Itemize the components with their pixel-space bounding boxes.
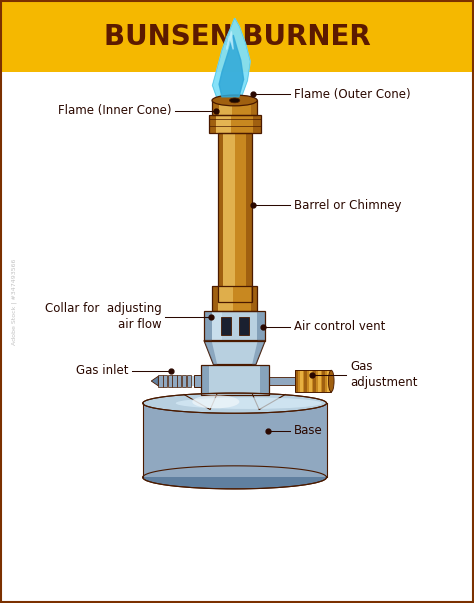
Polygon shape [151, 376, 158, 386]
Bar [204, 311, 212, 341]
Text: Flame (Inner Cone): Flame (Inner Cone) [57, 104, 171, 117]
Bar [212, 286, 218, 311]
Text: Flame (Outer Cone): Flame (Outer Cone) [293, 88, 410, 101]
Bar [163, 375, 167, 387]
Text: Gas inlet: Gas inlet [76, 364, 128, 377]
Polygon shape [204, 341, 265, 365]
Bar [201, 365, 269, 394]
Bar [212, 286, 257, 311]
Bar [218, 133, 223, 302]
Bar [209, 115, 216, 133]
Text: Gas
adjustment: Gas adjustment [350, 360, 418, 389]
Bar [158, 376, 194, 386]
Text: Collar for  adjusting
    air flow: Collar for adjusting air flow [45, 302, 162, 331]
Polygon shape [219, 35, 244, 97]
Text: BUNSEN BURNER: BUNSEN BURNER [104, 23, 370, 51]
Bar [209, 115, 261, 133]
Ellipse shape [192, 395, 239, 408]
Bar [212, 101, 257, 115]
Ellipse shape [229, 98, 240, 103]
Bar [239, 317, 249, 335]
Bar [212, 311, 222, 341]
Bar [182, 375, 186, 387]
Bar [1, 1, 473, 72]
Ellipse shape [176, 397, 322, 409]
Bar [220, 317, 231, 335]
Polygon shape [184, 394, 285, 409]
Bar [212, 286, 257, 311]
Bar [322, 370, 325, 392]
Ellipse shape [328, 370, 334, 392]
Ellipse shape [212, 95, 257, 106]
Bar [201, 365, 269, 394]
Bar [212, 101, 219, 115]
Bar [300, 370, 303, 392]
Bar [218, 286, 233, 311]
Bar [212, 101, 257, 115]
Bar [246, 133, 252, 302]
Bar [168, 375, 172, 387]
Polygon shape [204, 341, 217, 365]
Ellipse shape [143, 466, 327, 489]
Bar [327, 370, 329, 392]
Bar [216, 115, 231, 133]
Polygon shape [227, 31, 233, 49]
Bar [223, 133, 235, 302]
Bar [253, 115, 261, 133]
Bar [194, 375, 201, 387]
Polygon shape [143, 403, 327, 478]
Bar [318, 370, 320, 392]
Bar [295, 370, 298, 392]
Bar [257, 311, 265, 341]
Bar [309, 370, 312, 392]
Bar [251, 101, 257, 115]
Bar [295, 370, 331, 392]
Bar [204, 311, 265, 341]
Bar [209, 115, 261, 133]
Bar [260, 365, 269, 394]
Bar [158, 375, 163, 387]
Text: Barrel or Chimney: Barrel or Chimney [293, 199, 401, 212]
Ellipse shape [143, 393, 327, 413]
Polygon shape [184, 394, 223, 409]
Polygon shape [252, 341, 265, 365]
Bar [201, 365, 209, 394]
Bar [218, 133, 252, 302]
Bar [295, 370, 331, 392]
Bar [218, 133, 252, 302]
Text: Air control vent: Air control vent [293, 320, 385, 333]
Text: Base: Base [293, 424, 322, 437]
Bar [204, 311, 265, 341]
Bar [269, 377, 295, 385]
Polygon shape [212, 18, 250, 99]
Bar [304, 370, 307, 392]
Bar [251, 286, 257, 311]
Text: Adobe Stock | #347493566: Adobe Stock | #347493566 [12, 258, 17, 345]
Bar [313, 370, 316, 392]
Bar [173, 375, 177, 387]
Bar [177, 375, 182, 387]
Bar [219, 101, 232, 115]
Bar [187, 375, 191, 387]
